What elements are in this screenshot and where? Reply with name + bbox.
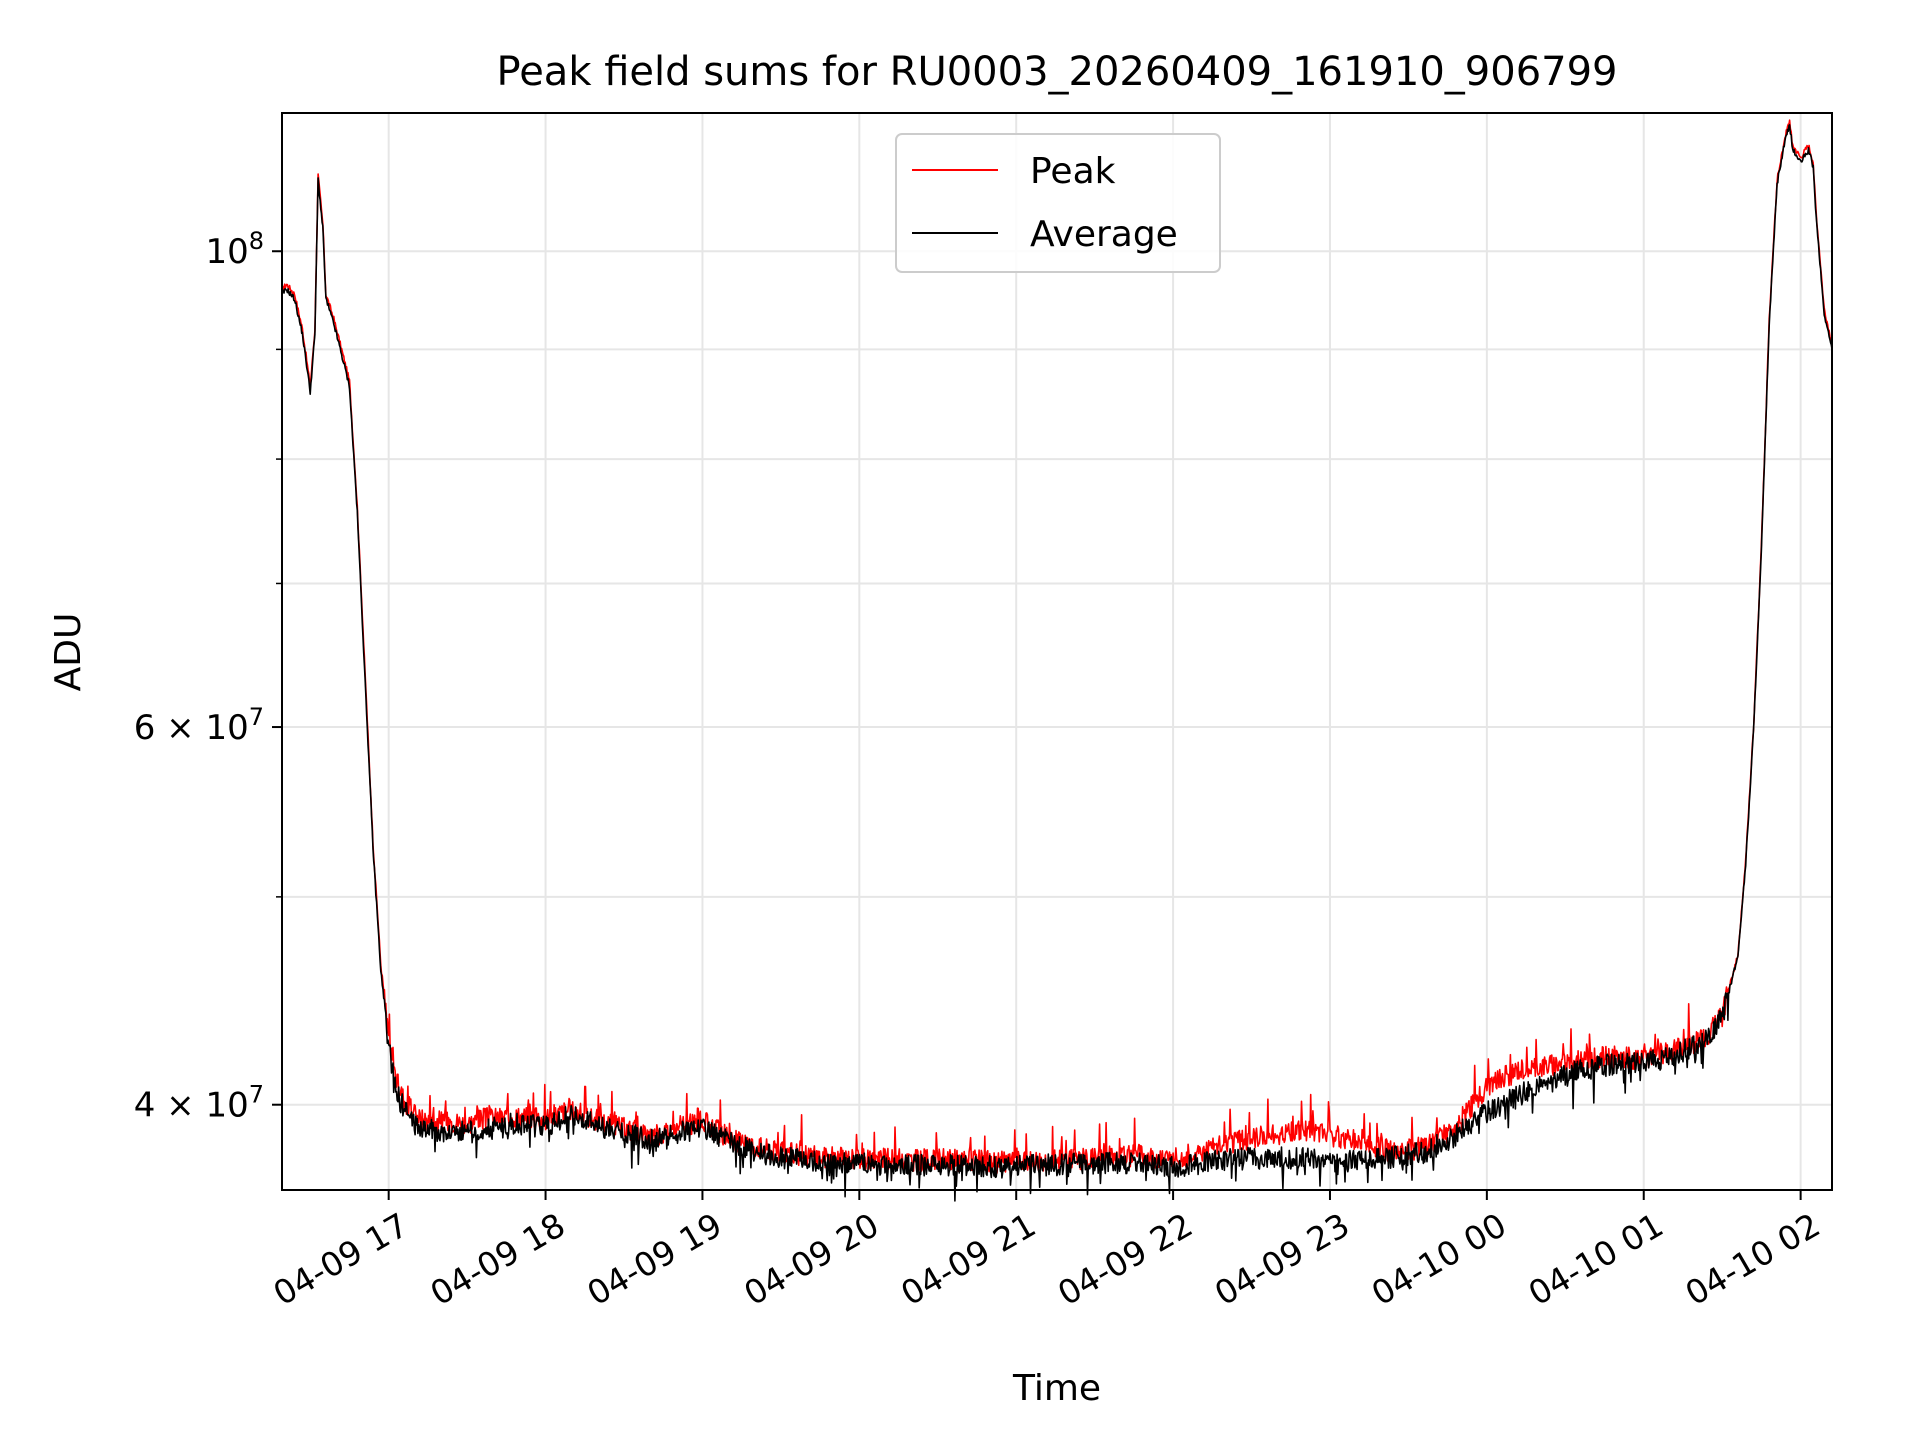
x-tick-label: 04-10 00 (1365, 1205, 1513, 1313)
x-tick-label: 04-10 02 (1679, 1205, 1827, 1313)
legend-box (895, 133, 1221, 273)
y-tick-label: 4 × 107 (134, 1081, 264, 1126)
x-tick-label: 04-09 22 (1051, 1205, 1199, 1313)
x-tick-label: 04-10 01 (1522, 1205, 1670, 1313)
x-tick-label: 04-09 18 (424, 1205, 572, 1313)
x-tick-label: 04-09 19 (580, 1205, 728, 1313)
x-tick-label: 04-09 20 (737, 1205, 885, 1313)
x-tick-label: 04-09 21 (894, 1205, 1042, 1313)
tick-layer: 04-09 17 04-09 18 04-09 19 04-09 20 04-09 21… (134, 227, 1827, 1313)
y-tick-label: 108 (205, 227, 264, 272)
series-layer (281, 119, 1833, 1202)
legend-label-peak: Peak (1030, 151, 1116, 192)
chart-title: Peak field sums for RU0003_20260409_1619… (497, 49, 1618, 95)
legend: Peak Average (895, 133, 1221, 273)
x-tick-label: 04-09 23 (1208, 1205, 1356, 1313)
series-line-peak (281, 119, 1833, 1174)
series-line-average (281, 124, 1833, 1202)
x-tick-label: 04-09 17 (267, 1205, 415, 1313)
x-axis-label: Time (1012, 1368, 1101, 1409)
legend-label-average: Average (1030, 214, 1178, 255)
y-tick-label: 6 × 107 (134, 703, 264, 748)
grid-layer (282, 113, 1832, 1190)
y-axis-label: ADU (48, 613, 89, 692)
plot-frame (281, 112, 1833, 1191)
